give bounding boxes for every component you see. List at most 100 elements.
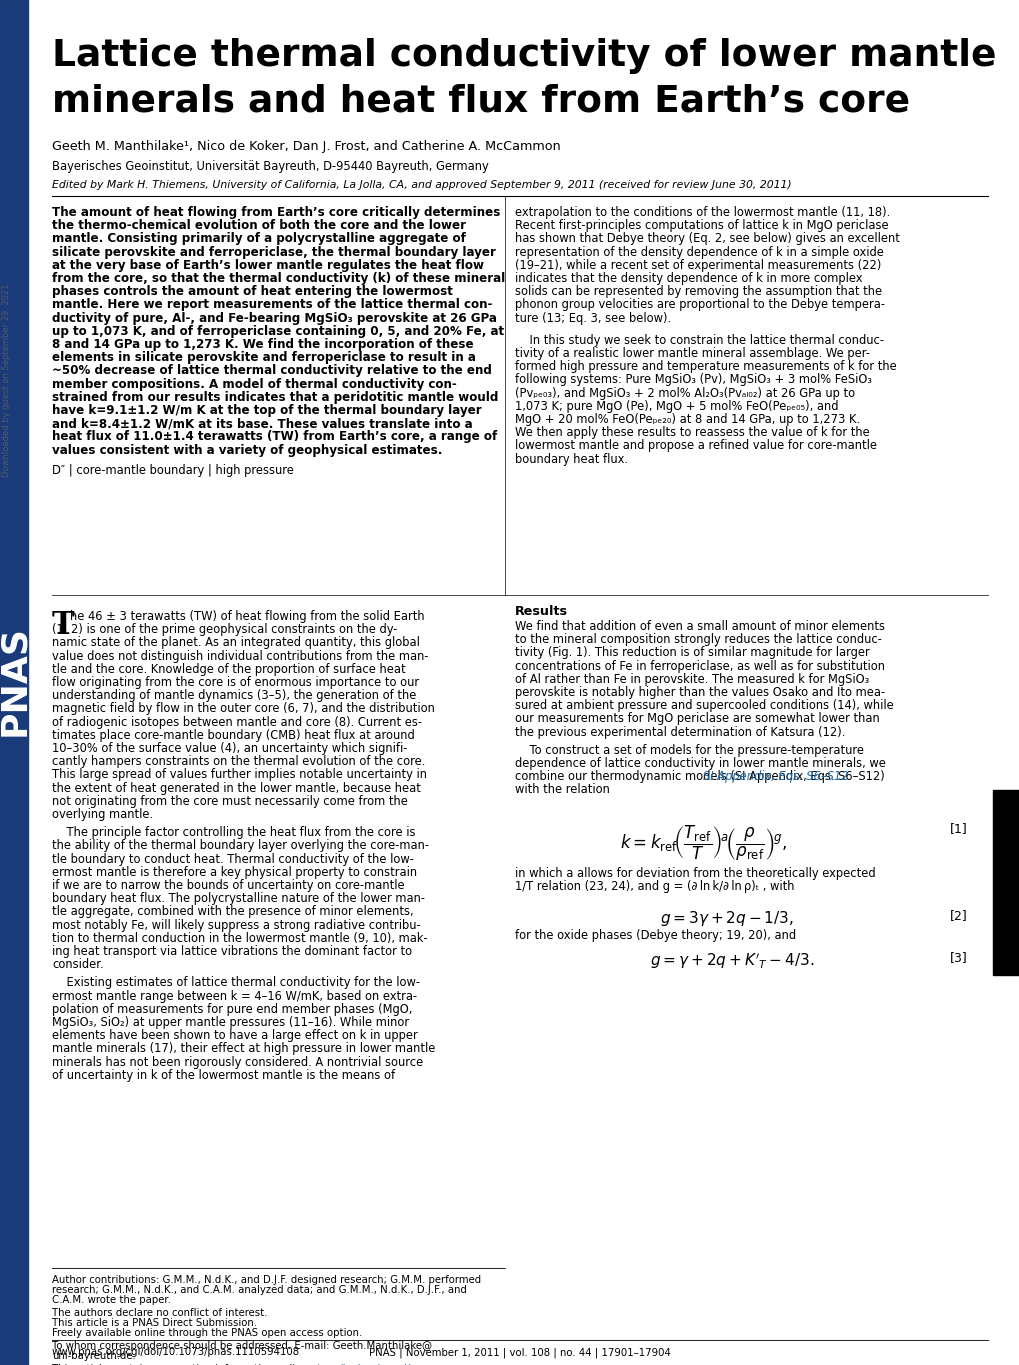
Text: (19–21), while a recent set of experimental measurements (22): (19–21), while a recent set of experimen…: [515, 259, 880, 272]
Text: magnetic field by flow in the outer core (6, 7), and the distribution: magnetic field by flow in the outer core…: [52, 703, 434, 715]
Text: dependence of lattice conductivity in lower mantle minerals, we: dependence of lattice conductivity in lo…: [515, 758, 886, 770]
Text: In this study we seek to constrain the lattice thermal conduc-: In this study we seek to constrain the l…: [515, 334, 883, 347]
Text: Existing estimates of lattice thermal conductivity for the low-: Existing estimates of lattice thermal co…: [52, 976, 420, 990]
Text: he 46 ± 3 terawatts (TW) of heat flowing from the solid Earth: he 46 ± 3 terawatts (TW) of heat flowing…: [70, 610, 424, 622]
Text: 8 and 14 GPa up to 1,273 K. We find the incorporation of these: 8 and 14 GPa up to 1,273 K. We find the …: [52, 339, 473, 351]
Text: overlying mantle.: overlying mantle.: [52, 808, 153, 820]
Text: of radiogenic isotopes between mantle and core (8). Current es-: of radiogenic isotopes between mantle an…: [52, 715, 422, 729]
Text: concentrations of Fe in ferropericlase, as well as for substitution: concentrations of Fe in ferropericlase, …: [515, 659, 884, 673]
Text: D″ | core-mantle boundary | high pressure: D″ | core-mantle boundary | high pressur…: [52, 464, 293, 476]
Text: www.pnas.org/cgi/doi/10.1073/pnas.1110594108: www.pnas.org/cgi/doi/10.1073/pnas.111059…: [52, 1347, 300, 1357]
Text: with the relation: with the relation: [515, 784, 609, 796]
Text: ductivity of pure, Al-, and Fe-bearing MgSiO₃ perovskite at 26 GPa: ductivity of pure, Al-, and Fe-bearing M…: [52, 311, 496, 325]
Bar: [0, 0, 28, 1365]
Text: formed high pressure and temperature measurements of k for the: formed high pressure and temperature mea…: [515, 360, 896, 373]
Text: C.A.M. wrote the paper.: C.A.M. wrote the paper.: [52, 1295, 171, 1305]
Text: $g = 3\gamma + 2q - 1/3,$: $g = 3\gamma + 2q - 1/3,$: [659, 909, 793, 928]
Text: [2]: [2]: [949, 909, 967, 921]
Text: our measurements for MgO periclase are somewhat lower than: our measurements for MgO periclase are s…: [515, 713, 878, 725]
Text: tle aggregate, combined with the presence of minor elements,: tle aggregate, combined with the presenc…: [52, 905, 414, 919]
Text: ture (13; Eq. 3, see below).: ture (13; Eq. 3, see below).: [515, 311, 671, 325]
Text: namic state of the planet. As an integrated quantity, this global: namic state of the planet. As an integra…: [52, 636, 420, 650]
Text: the ability of the thermal boundary layer overlying the core-man-: the ability of the thermal boundary laye…: [52, 839, 429, 852]
Text: Author contributions: G.M.M., N.d.K., and D.J.F. designed research; G.M.M. perfo: Author contributions: G.M.M., N.d.K., an…: [52, 1275, 481, 1284]
Text: ermost mantle range between k = 4–16 W/mK, based on extra-: ermost mantle range between k = 4–16 W/m…: [52, 990, 417, 1003]
Text: of uncertainty in k of the lowermost mantle is the means of: of uncertainty in k of the lowermost man…: [52, 1069, 394, 1082]
Text: the extent of heat generated in the lower mantle, because heat: the extent of heat generated in the lowe…: [52, 782, 421, 794]
Text: (1, 2) is one of the prime geophysical constraints on the dy-: (1, 2) is one of the prime geophysical c…: [52, 624, 397, 636]
Text: Edited by Mark H. Thiemens, University of California, La Jolla, CA, and approved: Edited by Mark H. Thiemens, University o…: [52, 180, 791, 190]
Text: PNAS | November 1, 2011 | vol. 108 | no. 44 | 17901–17904: PNAS | November 1, 2011 | vol. 108 | no.…: [369, 1347, 671, 1358]
Text: $k = k_{\mathrm{ref}}\!\left(\dfrac{T_{\mathrm{ref}}}{T}\right)^{\!a}\!\left(\df: $k = k_{\mathrm{ref}}\!\left(\dfrac{T_{\…: [620, 823, 787, 863]
Text: GEOPHYSICS: GEOPHYSICS: [1001, 448, 1010, 512]
Text: tion to thermal conduction in the lowermost mantle (9, 10), mak-: tion to thermal conduction in the lowerm…: [52, 932, 427, 945]
Text: elements have been shown to have a large effect on k in upper: elements have been shown to have a large…: [52, 1029, 418, 1043]
Text: has shown that Debye theory (Eq. 2, see below) gives an excellent: has shown that Debye theory (Eq. 2, see …: [515, 232, 899, 246]
Text: polation of measurements for pure end member phases (MgO,: polation of measurements for pure end me…: [52, 1003, 412, 1016]
Text: combine our thermodynamic models (SI Appendix, Eqs. S6–S12): combine our thermodynamic models (SI App…: [515, 770, 883, 784]
Text: Downloaded by guest on September 29, 2021: Downloaded by guest on September 29, 202…: [2, 284, 11, 476]
Text: This large spread of values further implies notable uncertainty in: This large spread of values further impl…: [52, 768, 427, 781]
Text: (Pvₚₑ₀₃), and MgSiO₃ + 2 mol% Al₂O₃(Pvₐₗ₀₂) at 26 GPa up to: (Pvₚₑ₀₃), and MgSiO₃ + 2 mol% Al₂O₃(Pvₐₗ…: [515, 386, 854, 400]
Text: ermost mantle is therefore a key physical property to constrain: ermost mantle is therefore a key physica…: [52, 865, 417, 879]
Text: extrapolation to the conditions of the lowermost mantle (11, 18).: extrapolation to the conditions of the l…: [515, 206, 890, 218]
Text: understanding of mantle dynamics (3–5), the generation of the: understanding of mantle dynamics (3–5), …: [52, 689, 416, 702]
Text: mantle. Consisting primarily of a polycrystalline aggregate of: mantle. Consisting primarily of a polycr…: [52, 232, 466, 246]
Text: tle boundary to conduct heat. Thermal conductivity of the low-: tle boundary to conduct heat. Thermal co…: [52, 853, 414, 865]
Text: indicates that the density dependence of k in more complex: indicates that the density dependence of…: [515, 272, 862, 285]
Text: ing heat transport via lattice vibrations the dominant factor to: ing heat transport via lattice vibration…: [52, 945, 412, 958]
Text: elements in silicate perovskite and ferropericlase to result in a: elements in silicate perovskite and ferr…: [52, 351, 476, 364]
Text: PNAS: PNAS: [0, 625, 31, 736]
Text: for the oxide phases (Debye theory; 19, 20), and: for the oxide phases (Debye theory; 19, …: [515, 930, 796, 942]
Text: to the mineral composition strongly reduces the lattice conduc-: to the mineral composition strongly redu…: [515, 633, 881, 646]
Text: have k=9.1±1.2 W/m K at the top of the thermal boundary layer: have k=9.1±1.2 W/m K at the top of the t…: [52, 404, 481, 416]
Text: values consistent with a variety of geophysical estimates.: values consistent with a variety of geop…: [52, 444, 442, 457]
Text: [3]: [3]: [949, 951, 967, 964]
Text: solids can be represented by removing the assumption that the: solids can be represented by removing th…: [515, 285, 881, 298]
Text: mantle. Here we report measurements of the lattice thermal con-: mantle. Here we report measurements of t…: [52, 299, 492, 311]
Text: silicate perovskite and ferropericlase, the thermal boundary layer: silicate perovskite and ferropericlase, …: [52, 246, 495, 258]
Text: To whom correspondence should be addressed. E-mail: Geeth.Manthilake@: To whom correspondence should be address…: [52, 1340, 432, 1351]
Text: timates place core-mantle boundary (CMB) heat flux at around: timates place core-mantle boundary (CMB)…: [52, 729, 415, 741]
Bar: [993, 790, 1019, 975]
Text: most notably Fe, will likely suppress a strong radiative contribu-: most notably Fe, will likely suppress a …: [52, 919, 420, 931]
Text: research; G.M.M., N.d.K., and C.A.M. analyzed data; and G.M.M., N.d.K., D.J.F., : research; G.M.M., N.d.K., and C.A.M. ana…: [52, 1284, 467, 1295]
Text: from the core, so that the thermal conductivity (k) of these mineral: from the core, so that the thermal condu…: [52, 272, 504, 285]
Text: member compositions. A model of thermal conductivity con-: member compositions. A model of thermal …: [52, 378, 457, 390]
Text: The authors declare no conflict of interest.: The authors declare no conflict of inter…: [52, 1308, 267, 1319]
Text: heat flux of 11.0±1.4 terawatts (TW) from Earth’s core, a range of: heat flux of 11.0±1.4 terawatts (TW) fro…: [52, 430, 497, 444]
Text: Bayerisches Geoinstitut, Universität Bayreuth, D-95440 Bayreuth, Germany: Bayerisches Geoinstitut, Universität Bay…: [52, 160, 488, 173]
Text: [1]: [1]: [949, 822, 967, 834]
Text: T: T: [52, 610, 74, 642]
Text: sured at ambient pressure and supercooled conditions (14), while: sured at ambient pressure and supercoole…: [515, 699, 893, 713]
Text: representation of the density dependence of k in a simple oxide: representation of the density dependence…: [515, 246, 883, 258]
Text: 10–30% of the surface value (4), an uncertainty which signifi-: 10–30% of the surface value (4), an unce…: [52, 743, 407, 755]
Text: consider.: consider.: [52, 958, 104, 972]
Text: at the very base of Earth’s lower mantle regulates the heat flow: at the very base of Earth’s lower mantle…: [52, 259, 484, 272]
Text: not originating from the core must necessarily come from the: not originating from the core must neces…: [52, 794, 408, 808]
Text: tle and the core. Knowledge of the proportion of surface heat: tle and the core. Knowledge of the propo…: [52, 663, 406, 676]
Text: of Al rather than Fe in perovskite. The measured k for MgSiO₃: of Al rather than Fe in perovskite. The …: [515, 673, 868, 685]
Text: cantly hampers constraints on the thermal evolution of the core.: cantly hampers constraints on the therma…: [52, 755, 425, 768]
Text: Geeth M. Manthilake¹, Nico de Koker, Dan J. Frost, and Catherine A. McCammon: Geeth M. Manthilake¹, Nico de Koker, Dan…: [52, 141, 560, 153]
Text: boundary heat flux. The polycrystalline nature of the lower man-: boundary heat flux. The polycrystalline …: [52, 893, 425, 905]
Text: MgO + 20 mol% FeO(Peₚₑ₂₀) at 8 and 14 GPa, up to 1,273 K.: MgO + 20 mol% FeO(Peₚₑ₂₀) at 8 and 14 GP…: [515, 414, 859, 426]
Text: phases controls the amount of heat entering the lowermost: phases controls the amount of heat enter…: [52, 285, 452, 298]
Text: flow originating from the core is of enormous importance to our: flow originating from the core is of eno…: [52, 676, 419, 689]
Text: The amount of heat flowing from Earth’s core critically determines: The amount of heat flowing from Earth’s …: [52, 206, 500, 218]
Text: Recent first-principles computations of lattice k in MgO periclase: Recent first-principles computations of …: [515, 220, 888, 232]
Text: Freely available online through the PNAS open access option.: Freely available online through the PNAS…: [52, 1328, 362, 1338]
Text: mantle minerals (17), their effect at high pressure in lower mantle: mantle minerals (17), their effect at hi…: [52, 1043, 435, 1055]
Text: This article is a PNAS Direct Submission.: This article is a PNAS Direct Submission…: [52, 1319, 257, 1328]
Text: SI Appendix, Eqs. S6–S12: SI Appendix, Eqs. S6–S12: [702, 770, 848, 784]
Text: We then apply these results to reassess the value of k for the: We then apply these results to reassess …: [515, 426, 869, 440]
Text: up to 1,073 K, and of ferropericlase containing 0, 5, and 20% Fe, at: up to 1,073 K, and of ferropericlase con…: [52, 325, 503, 337]
Text: Results: Results: [515, 605, 568, 618]
Text: the previous experimental determination of Katsura (12).: the previous experimental determination …: [515, 726, 845, 738]
Text: uni-bayreuth.de.: uni-bayreuth.de.: [52, 1351, 136, 1361]
Text: value does not distinguish individual contributions from the man-: value does not distinguish individual co…: [52, 650, 428, 662]
Text: The principle factor controlling the heat flux from the core is: The principle factor controlling the hea…: [52, 826, 415, 839]
Text: the thermo-chemical evolution of both the core and the lower: the thermo-chemical evolution of both th…: [52, 220, 466, 232]
Text: $g = \gamma + 2q + K'_T - 4/3.$: $g = \gamma + 2q + K'_T - 4/3.$: [649, 951, 813, 971]
Text: To construct a set of models for the pressure-temperature: To construct a set of models for the pre…: [515, 744, 863, 756]
